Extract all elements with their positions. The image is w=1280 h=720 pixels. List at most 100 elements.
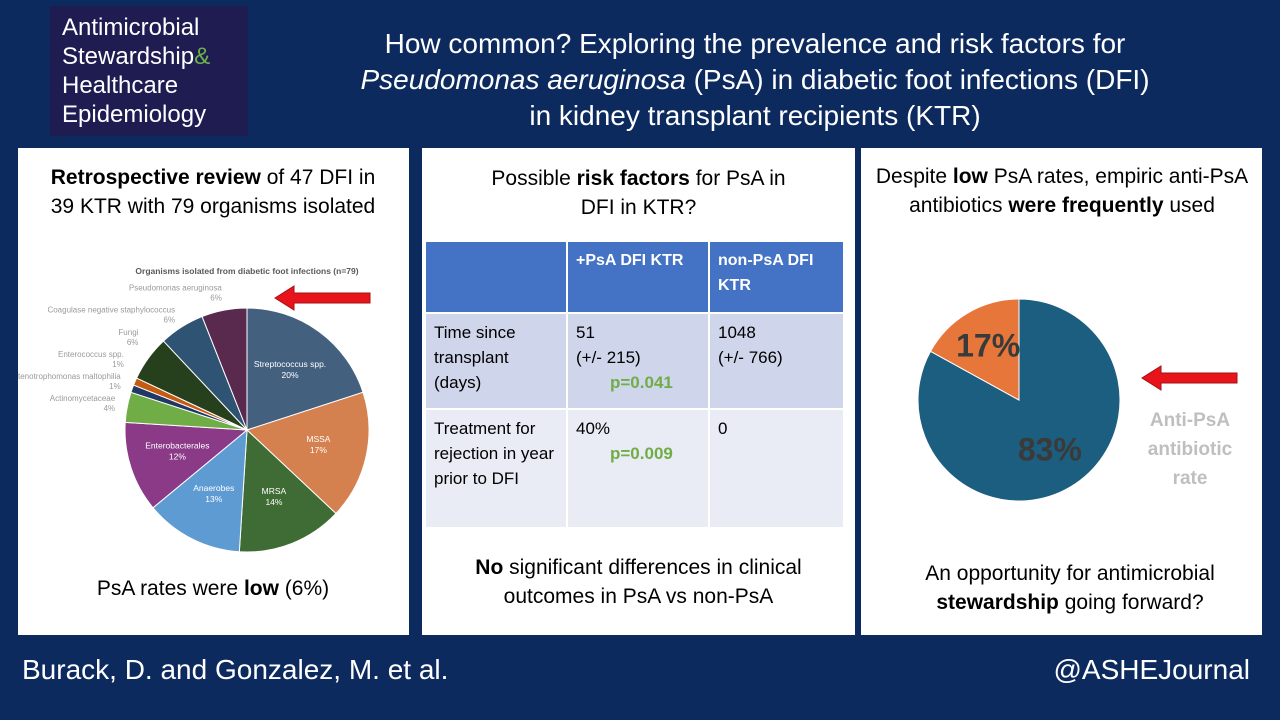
panel-footer: No significant differences in clinical o…	[442, 553, 835, 611]
table-header-cell: +PsA DFI KTR	[566, 240, 710, 314]
pie-slice	[152, 428, 248, 553]
bold-text: Retrospective review	[50, 166, 261, 189]
pie-slice	[124, 421, 249, 509]
logo-line: Healthcare	[62, 72, 179, 99]
title-text: (PsA) in diabetic foot infections (DFI)	[685, 64, 1150, 95]
slice-name: Anaerobes	[193, 483, 234, 493]
text: PsA rates were	[96, 577, 244, 600]
panel-heading: Possible risk factors for PsA in DFI in …	[472, 164, 805, 222]
chart-title: Organisms isolated from diabetic foot in…	[135, 266, 358, 276]
slice-label: Actinomycetaceae 4%	[50, 394, 116, 413]
title-line: Pseudomonas aeruginosa (PsA) in diabetic…	[280, 62, 1230, 98]
panel-heading: Despite low PsA rates, empiric anti-PsA …	[868, 162, 1256, 220]
slice-label: MRSA 14%	[262, 486, 287, 507]
table: +PsA DFI KTR non-PsA DFI KTR Time since …	[424, 240, 845, 529]
pie-slice	[929, 298, 1020, 401]
slice-value: 6%	[210, 294, 222, 303]
cell-text: 51 (+/- 215)	[576, 323, 641, 367]
text: PsA rates, empiric anti-PsA antibiotics	[909, 165, 1249, 217]
p-value: p=0.009	[610, 444, 673, 463]
slice-name: Coagulase negative staphylococcus	[47, 306, 175, 315]
logo-line: Stewardship	[62, 43, 195, 70]
slice-value: 17%	[956, 327, 1020, 363]
bold-text: low	[952, 165, 988, 188]
table-row: Time since transplant (days) 51 (+/- 215…	[424, 312, 845, 410]
p-value: p=0.041	[610, 373, 673, 392]
table-header: +PsA DFI KTR non-PsA DFI KTR	[424, 240, 845, 314]
slice-value: 14%	[265, 497, 282, 507]
authors: Burack, D. and Gonzalez, M. et al.	[22, 654, 449, 685]
title-line: How common? Exploring the prevalence and…	[384, 28, 1126, 59]
text: An opportunity for antimicrobial	[925, 562, 1215, 585]
text: of 47 DFI in 39 KTR with 79 organisms is…	[50, 166, 376, 218]
slice-name: Enterococcus spp.	[58, 350, 124, 359]
bold-text: No	[475, 556, 504, 579]
title-italic: Pseudomonas aeruginosa	[360, 64, 686, 95]
panel-heading: Retrospective review of 47 DFI in 39 KTR…	[48, 163, 378, 221]
logo-line: Stewardship&	[62, 42, 248, 71]
slice-label: Fungi 6%	[118, 328, 138, 347]
table-cell: 1048 (+/- 766)	[708, 312, 845, 410]
panel-footer: An opportunity for antimicrobial steward…	[881, 559, 1259, 617]
bold-text: stewardship	[936, 591, 1059, 614]
slice-name: Stenotrophomonas maltophilia	[18, 372, 121, 381]
pie-slice	[201, 307, 248, 431]
slice-name: Streptococcus spp.	[254, 359, 326, 369]
table-cell: 0	[708, 408, 845, 529]
slice-label: Stenotrophomonas maltophilia 1%	[18, 372, 121, 391]
pie-slice	[246, 307, 364, 431]
text: for PsA in DFI in KTR?	[580, 167, 786, 219]
bold-text: were frequently	[1008, 194, 1164, 217]
journal-handle: @ASHEJournal	[1053, 654, 1250, 685]
slice-label: MSSA 17%	[306, 434, 330, 455]
text: Despite	[875, 165, 953, 188]
pie-chart: Organisms isolated from diabetic foot in…	[18, 266, 371, 553]
slice-name: Fungi	[118, 328, 138, 337]
slice-value: 83%	[1018, 432, 1082, 468]
slice-value: 4%	[104, 404, 116, 413]
slice-value: 20%	[282, 370, 299, 380]
arrow	[1141, 365, 1238, 391]
slice-label: Enterococcus spp. 1%	[58, 350, 124, 369]
table-cell: 40% p=0.009	[566, 408, 710, 529]
logo-ampersand: &	[194, 43, 211, 70]
slice-name: Actinomycetaceae	[50, 394, 116, 403]
slice-value: 6%	[127, 338, 139, 347]
slice-name: Pseudomonas aeruginosa	[129, 284, 223, 293]
slice-label: Streptococcus spp. 20%	[254, 359, 326, 380]
pie-slice	[238, 428, 337, 553]
logo-line: Antimicrobial	[62, 14, 200, 41]
slice-value: 1%	[112, 360, 124, 369]
text: used	[1163, 194, 1215, 217]
pie-slice	[246, 391, 370, 515]
slice-value: 13%	[205, 494, 222, 504]
bold-text: low	[243, 577, 279, 600]
logo-line: Epidemiology	[62, 101, 207, 128]
text: going forward?	[1058, 591, 1204, 614]
text: Possible	[491, 167, 577, 190]
text: (6%)	[278, 577, 330, 600]
title: How common? Exploring the prevalence and…	[280, 26, 1230, 134]
row-label: Time since transplant (days)	[424, 312, 568, 410]
pie-chart: 83% 17%	[917, 298, 1238, 502]
table-cell: 51 (+/- 215) p=0.041	[566, 312, 710, 410]
text: significant differences in clinical outc…	[503, 556, 802, 608]
slice-label: Enterobacterales 12%	[145, 441, 209, 462]
logo: Antimicrobial Stewardship& Healthcare Ep…	[50, 6, 248, 136]
slice-value: 12%	[169, 452, 186, 462]
row-label: Treatment for rejection in year prior to…	[424, 408, 568, 529]
pie-label: Anti-PsA antibiotic rate	[1147, 410, 1233, 489]
table-header-cell: non-PsA DFI KTR	[708, 240, 845, 314]
title-line: in kidney transplant recipients (KTR)	[529, 100, 981, 131]
slice-label: Coagulase negative staphylococcus 6%	[47, 306, 175, 325]
slice-label: Anaerobes 13%	[193, 483, 234, 504]
slice-value: 17%	[310, 445, 327, 455]
panel-footer: PsA rates were low (6%)	[38, 574, 388, 603]
table-header-cell	[424, 240, 568, 314]
slice-name: Enterobacterales	[145, 441, 209, 451]
slice-value: 6%	[164, 316, 176, 325]
arrow	[274, 285, 371, 311]
cell-text: 40%	[576, 419, 611, 438]
slice-value: 1%	[109, 382, 121, 391]
